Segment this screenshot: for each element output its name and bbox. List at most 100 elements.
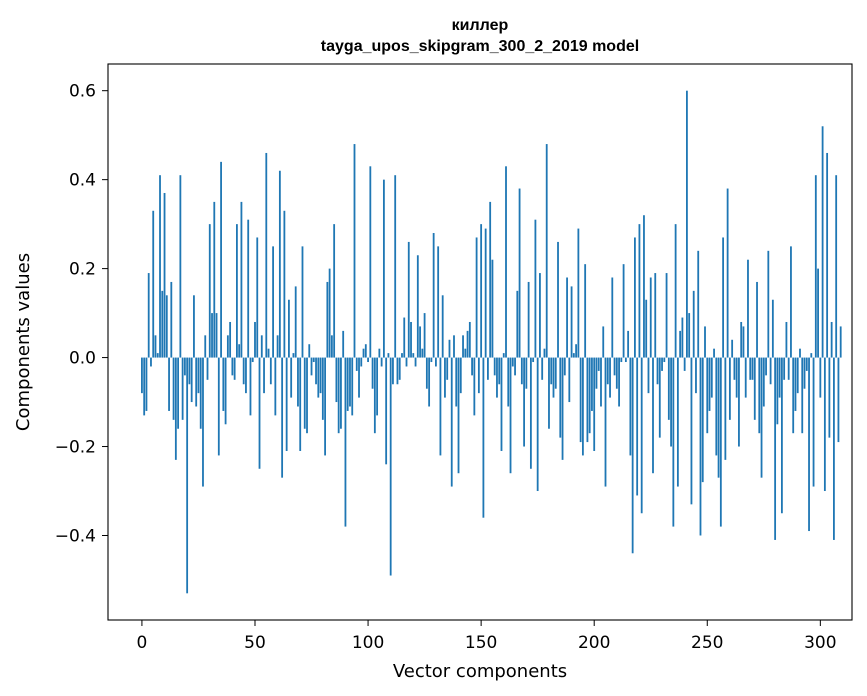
bar-13 bbox=[170, 281, 173, 358]
bar-218 bbox=[634, 237, 636, 358]
bar-108 bbox=[385, 357, 388, 465]
bar-26 bbox=[199, 357, 202, 429]
bar-188 bbox=[566, 277, 568, 358]
bar-212 bbox=[620, 357, 623, 363]
x-tick-label: 50 bbox=[244, 633, 266, 653]
bar-291 bbox=[799, 348, 801, 358]
bar-297 bbox=[812, 357, 815, 487]
bar-288 bbox=[792, 357, 795, 434]
bar-199 bbox=[591, 357, 593, 411]
bar-248 bbox=[701, 357, 704, 483]
bar-107 bbox=[382, 179, 385, 358]
bar-147 bbox=[473, 357, 476, 416]
bar-279 bbox=[771, 299, 774, 358]
bar-161 bbox=[505, 166, 507, 358]
bar-43 bbox=[238, 344, 241, 358]
x-axis-label: Vector components bbox=[393, 661, 567, 682]
x-tick-label: 200 bbox=[578, 633, 610, 653]
bar-83 bbox=[328, 268, 331, 358]
bar-136 bbox=[448, 339, 451, 358]
bar-258 bbox=[724, 357, 727, 460]
bar-35 bbox=[220, 161, 222, 358]
bar-206 bbox=[606, 357, 609, 385]
bar-175 bbox=[536, 357, 539, 492]
bar-267 bbox=[744, 357, 747, 398]
bar-257 bbox=[722, 237, 725, 358]
bar-122 bbox=[416, 255, 419, 358]
bar-33 bbox=[215, 313, 218, 358]
bar-146 bbox=[471, 357, 473, 376]
bar-299 bbox=[817, 268, 819, 358]
bar-73 bbox=[306, 357, 308, 434]
bar-226 bbox=[652, 357, 654, 474]
bar-106 bbox=[380, 357, 383, 367]
bar-44 bbox=[240, 201, 243, 358]
bar-109 bbox=[387, 353, 390, 358]
bar-144 bbox=[466, 330, 469, 358]
bar-37 bbox=[224, 357, 227, 425]
bar-221 bbox=[640, 357, 643, 514]
bar-58 bbox=[272, 246, 274, 358]
bar-27 bbox=[202, 357, 204, 487]
bar-275 bbox=[762, 357, 765, 407]
bar-189 bbox=[568, 357, 571, 403]
bar-143 bbox=[464, 348, 467, 358]
bar-148 bbox=[475, 237, 478, 358]
bar-164 bbox=[511, 357, 514, 367]
bar-70 bbox=[299, 357, 302, 451]
bar-217 bbox=[631, 357, 634, 554]
bar-48 bbox=[249, 357, 252, 416]
bar-239 bbox=[681, 317, 684, 358]
bar-247 bbox=[699, 357, 702, 536]
bar-81 bbox=[324, 357, 326, 456]
bar-256 bbox=[719, 357, 722, 527]
bar-265 bbox=[740, 321, 743, 358]
bar-142 bbox=[462, 335, 464, 358]
bar-287 bbox=[790, 246, 792, 358]
bar-214 bbox=[624, 357, 627, 363]
bar-29 bbox=[206, 357, 209, 380]
bar-179 bbox=[545, 144, 548, 358]
bar-194 bbox=[579, 357, 582, 443]
bar-30 bbox=[208, 224, 211, 358]
bar-180 bbox=[548, 357, 550, 429]
bar-168 bbox=[520, 357, 523, 385]
bar-282 bbox=[778, 357, 781, 398]
bar-40 bbox=[231, 357, 234, 376]
bar-72 bbox=[303, 357, 306, 429]
bar-245 bbox=[695, 357, 697, 394]
bar-157 bbox=[496, 357, 498, 398]
bar-196 bbox=[584, 264, 587, 358]
bar-49 bbox=[251, 357, 254, 363]
bar-25 bbox=[197, 357, 200, 394]
bar-303 bbox=[826, 152, 829, 358]
bar-12 bbox=[168, 357, 170, 411]
bar-272 bbox=[756, 281, 758, 358]
bar-181 bbox=[550, 357, 553, 385]
bar-79 bbox=[319, 357, 322, 394]
bar-150 bbox=[480, 224, 483, 358]
bar-41 bbox=[233, 357, 236, 380]
bar-17 bbox=[179, 175, 182, 358]
bar-124 bbox=[421, 348, 424, 358]
bar-252 bbox=[710, 357, 713, 398]
bar-184 bbox=[557, 241, 559, 358]
bar-45 bbox=[242, 357, 245, 385]
bar-36 bbox=[222, 357, 225, 411]
x-tick-label: 100 bbox=[352, 633, 384, 653]
bar-246 bbox=[697, 250, 700, 358]
bar-133 bbox=[441, 295, 444, 358]
bar-23 bbox=[193, 295, 195, 358]
bar-65 bbox=[288, 299, 290, 358]
bar-46 bbox=[245, 357, 247, 394]
bar-10 bbox=[163, 192, 166, 358]
bar-286 bbox=[787, 357, 790, 380]
bar-176 bbox=[539, 273, 541, 358]
bar-309 bbox=[839, 326, 842, 358]
bar-308 bbox=[837, 357, 840, 443]
bar-233 bbox=[667, 357, 670, 420]
bar-242 bbox=[688, 313, 691, 358]
bar-204 bbox=[602, 326, 605, 358]
bar-18 bbox=[181, 357, 184, 420]
